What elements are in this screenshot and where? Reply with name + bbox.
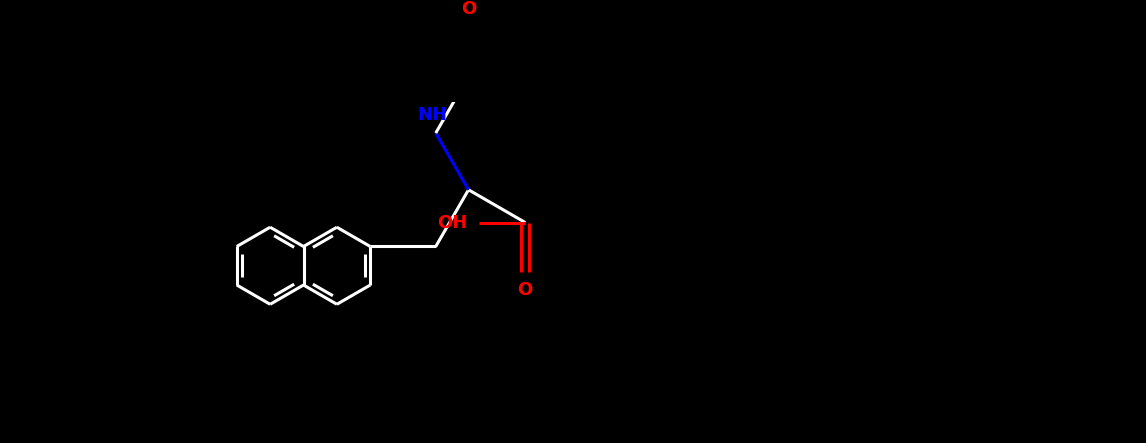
Text: OH: OH (438, 214, 468, 232)
Text: NH: NH (417, 106, 447, 124)
Text: O: O (461, 0, 476, 18)
Text: O: O (518, 281, 533, 299)
